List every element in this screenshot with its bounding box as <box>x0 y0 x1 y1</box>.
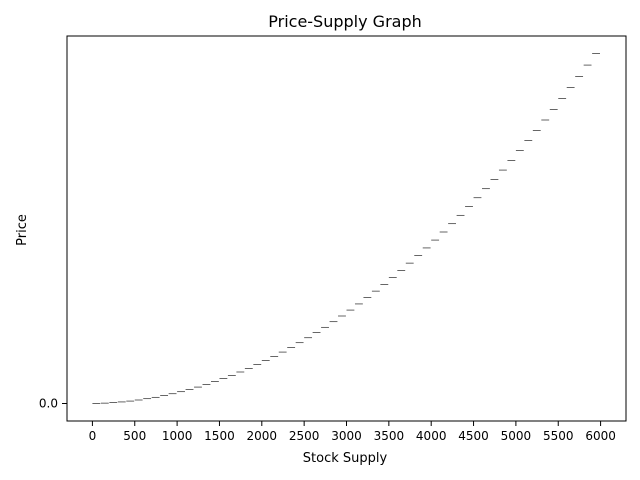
x-axis-label: Stock Supply <box>303 451 388 466</box>
plot-frame <box>66 35 627 422</box>
y-axis-ticks: 0.0 <box>39 397 67 411</box>
x-tick-label: 6000 <box>585 429 616 443</box>
x-tick-label: 500 <box>123 429 146 443</box>
x-tick-label: 4000 <box>416 429 447 443</box>
x-tick-label: 1000 <box>162 429 193 443</box>
x-tick-label: 2500 <box>289 429 320 443</box>
x-tick-label: 3500 <box>374 429 405 443</box>
x-tick-label: 5000 <box>501 429 532 443</box>
x-tick-label: 5500 <box>543 429 574 443</box>
x-tick-label: 1500 <box>204 429 235 443</box>
chart-title: Price-Supply Graph <box>268 12 422 31</box>
x-tick-label: 4500 <box>458 429 489 443</box>
y-axis-label: Price <box>15 214 30 246</box>
price-step-series <box>92 53 600 404</box>
x-tick-label: 0 <box>89 429 97 443</box>
x-tick-label: 2000 <box>247 429 278 443</box>
y-tick-label: 0.0 <box>39 397 58 411</box>
x-tick-label: 3000 <box>331 429 362 443</box>
x-axis-ticks: 0 500 1000 1500 2000 2500 3000 3500 4000 4500 5000… <box>89 421 616 443</box>
